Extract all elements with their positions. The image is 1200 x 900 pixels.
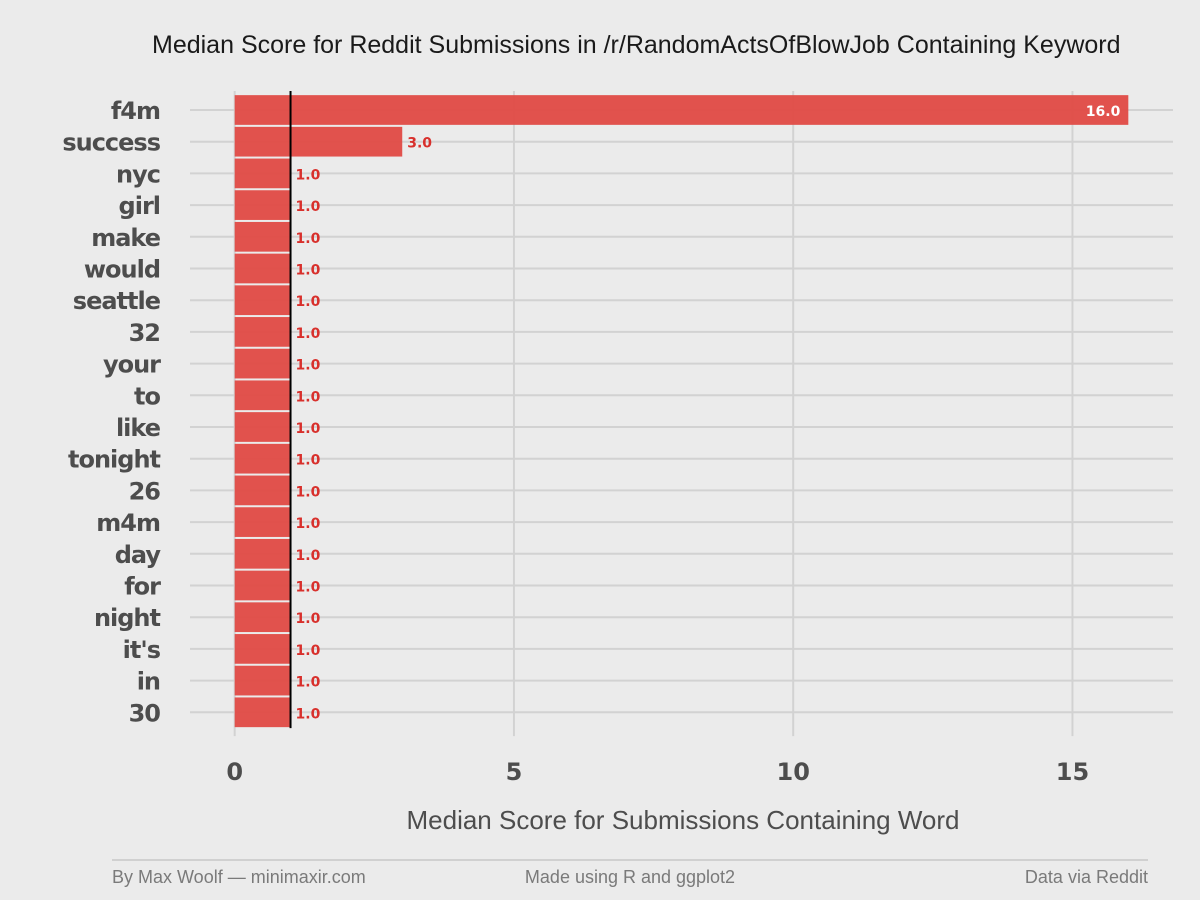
category-label: m4m — [96, 509, 160, 537]
value-label: 1.0 — [296, 611, 321, 627]
bar — [234, 95, 1129, 125]
grid-lines — [190, 91, 1173, 737]
category-label: like — [116, 414, 161, 442]
bar — [234, 634, 291, 664]
value-label: 3.0 — [407, 136, 432, 152]
value-label: 1.0 — [296, 294, 321, 310]
category-label: make — [91, 224, 161, 252]
category-label: girl — [119, 192, 160, 220]
value-label: 1.0 — [296, 421, 321, 437]
bar — [234, 221, 291, 252]
value-label: 1.0 — [296, 167, 321, 183]
category-label: in — [137, 668, 160, 696]
category-label: f4m — [111, 97, 160, 125]
x-axis-label: Median Score for Submissions Containing … — [406, 805, 959, 835]
bar — [234, 475, 291, 506]
category-label: your — [103, 351, 161, 379]
bar — [234, 602, 291, 633]
bar — [234, 126, 403, 157]
bar — [234, 158, 291, 189]
bar — [234, 570, 291, 601]
bar — [234, 507, 291, 537]
value-label: 1.0 — [296, 326, 321, 342]
bar — [234, 380, 291, 411]
category-label: night — [94, 604, 161, 632]
category-label: it's — [123, 636, 161, 664]
value-label: 1.0 — [296, 643, 321, 659]
value-label: 1.0 — [296, 199, 321, 215]
value-label: 16.0 — [1086, 104, 1121, 120]
x-tick-labels: 0 5 10 15 — [226, 758, 1089, 786]
category-label: success — [62, 129, 160, 157]
value-label: 1.0 — [296, 548, 321, 564]
x-tick-label: 5 — [506, 758, 523, 786]
category-label: for — [124, 573, 161, 601]
x-tick-label: 15 — [1056, 758, 1089, 786]
category-label: seattle — [73, 287, 161, 315]
bar — [234, 412, 291, 442]
category-label: 26 — [129, 477, 161, 505]
footer-credit: By Max Woolf — minimaxir.com — [112, 867, 366, 887]
category-label: nyc — [116, 160, 160, 188]
value-label: 1.0 — [296, 484, 321, 500]
bar — [234, 285, 291, 316]
category-label: would — [84, 256, 160, 284]
bar — [234, 443, 291, 474]
bar — [234, 190, 291, 220]
value-label: 1.0 — [296, 706, 321, 722]
footer-tools: Made using R and ggplot2 — [525, 867, 735, 887]
value-label: 1.0 — [296, 516, 321, 532]
bar — [234, 348, 291, 379]
category-label: 30 — [129, 699, 161, 727]
category-label: tonight — [68, 446, 161, 474]
bar — [234, 697, 291, 728]
category-label: day — [115, 541, 162, 569]
bars — [234, 95, 1129, 728]
value-label: 1.0 — [296, 389, 321, 405]
category-label: to — [134, 382, 160, 410]
footer-source: Data via Reddit — [1025, 867, 1148, 887]
category-labels: f4m success nyc girl make would seattle 32 your t… — [62, 97, 162, 727]
value-label: 1.0 — [296, 231, 321, 247]
category-label: 32 — [129, 319, 160, 347]
value-label: 1.0 — [296, 675, 321, 691]
x-tick-label: 10 — [777, 758, 810, 786]
value-label: 1.0 — [296, 453, 321, 469]
bar — [234, 538, 291, 569]
value-labels: 16.0 3.0 1.0 1.0 1.0 1.0 1.0 1.0 1.0 1.0 1.0 1.0 1.0… — [296, 104, 1121, 722]
bar — [234, 317, 291, 347]
chart-title: Median Score for Reddit Submissions in /… — [152, 31, 1121, 59]
bar — [234, 665, 291, 696]
x-tick-label: 0 — [226, 758, 243, 786]
bar — [234, 253, 291, 284]
value-label: 1.0 — [296, 263, 321, 279]
value-label: 1.0 — [296, 358, 321, 374]
value-label: 1.0 — [296, 580, 321, 596]
